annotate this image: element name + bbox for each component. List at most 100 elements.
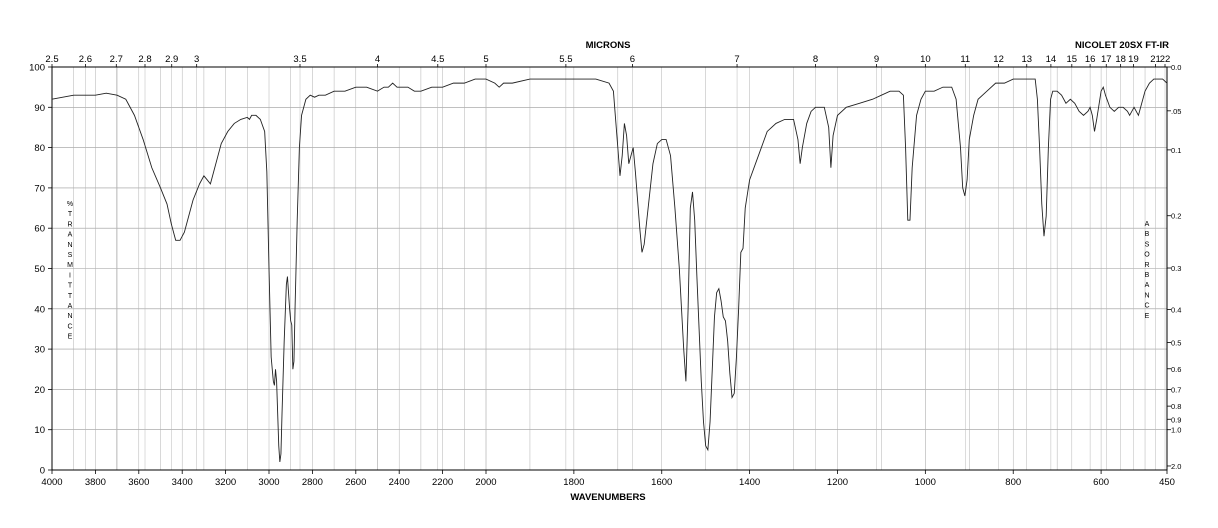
y-tick-label: 30 xyxy=(34,345,45,356)
absorbance-tick-label: 0.2 xyxy=(1171,212,1181,221)
micron-tick-label: 2.8 xyxy=(138,54,151,65)
micron-tick-label: 15 xyxy=(1067,54,1078,65)
absorbance-tick-label: 0.0 xyxy=(1171,63,1181,72)
y-tick-label: 70 xyxy=(34,183,45,194)
micron-tick-label: 21 xyxy=(1150,54,1161,65)
micron-tick-label: 2.9 xyxy=(165,54,178,65)
absorbance-tick-label: 0.8 xyxy=(1171,402,1181,411)
micron-tick-label: 5 xyxy=(483,54,488,65)
y-tick-label: 40 xyxy=(34,304,45,315)
axis-title-letter: A xyxy=(68,303,73,310)
x-tick-label: 1600 xyxy=(651,477,672,488)
x-tick-label: 3000 xyxy=(258,477,279,488)
micron-tick-label: 7 xyxy=(734,54,739,65)
x-tick-label: 800 xyxy=(1005,477,1021,488)
micron-tick-label: 13 xyxy=(1021,54,1032,65)
axis-title-letter: % xyxy=(67,201,73,208)
micron-tick-label: 10 xyxy=(920,54,931,65)
y-tick-label: 10 xyxy=(34,425,45,436)
micron-tick-label: 2.5 xyxy=(45,54,58,65)
micron-tick-label: 3.5 xyxy=(293,54,306,65)
absorbance-tick-label: 0.6 xyxy=(1171,365,1181,374)
y-tick-label: 0 xyxy=(40,466,45,477)
x-tick-label: 2000 xyxy=(475,477,496,488)
axis-title-letter: T xyxy=(68,283,73,290)
axis-title-letter: T xyxy=(68,293,73,300)
axis-title-letter: T xyxy=(68,211,73,218)
axis-title-letter: E xyxy=(1145,313,1150,320)
absorbance-tick-label: 0.7 xyxy=(1171,386,1181,395)
axis-title-letter: E xyxy=(68,334,73,341)
micron-tick-label: 2.6 xyxy=(79,54,92,65)
micron-tick-label: 12 xyxy=(993,54,1004,65)
absorbance-tick-label: 1.0 xyxy=(1171,426,1181,435)
micron-tick-label: 4.5 xyxy=(431,54,444,65)
x-tick-label: 1000 xyxy=(915,477,936,488)
x-tick-label: 450 xyxy=(1159,477,1175,488)
axis-title-letter: A xyxy=(1145,221,1150,228)
absorbance-tick-label: 0.4 xyxy=(1171,306,1181,315)
axis-title-letter: C xyxy=(67,323,72,330)
micron-tick-label: 4 xyxy=(375,54,380,65)
micron-tick-label: 17 xyxy=(1101,54,1112,65)
y-tick-label: 80 xyxy=(34,143,45,154)
axis-title-letter: N xyxy=(67,313,72,320)
axis-title-letter: S xyxy=(68,252,73,259)
axis-title-letter: N xyxy=(67,242,72,249)
x-tick-label: 3200 xyxy=(215,477,236,488)
micron-tick-label: 14 xyxy=(1046,54,1057,65)
x-tick-label: 2400 xyxy=(389,477,410,488)
x-tick-label: 3400 xyxy=(172,477,193,488)
axis-title-letter: A xyxy=(68,232,73,239)
x-tick-label: 4000 xyxy=(41,477,62,488)
y-tick-label: 20 xyxy=(34,385,45,396)
axis-title-letter: S xyxy=(1145,241,1150,248)
micron-tick-label: 18 xyxy=(1115,54,1126,65)
absorbance-tick-label: 0.1 xyxy=(1171,146,1181,155)
axis-title-letter: M xyxy=(67,262,73,269)
x-tick-label: 2200 xyxy=(432,477,453,488)
spectrum-line xyxy=(51,78,1168,463)
chart-grid xyxy=(51,66,1167,471)
axis-title-letter: N xyxy=(1144,292,1149,299)
micron-tick-label: 8 xyxy=(813,54,818,65)
micron-tick-label: 11 xyxy=(960,54,970,65)
x-tick-label: 1400 xyxy=(739,477,760,488)
x-tick-label: 1200 xyxy=(827,477,848,488)
x-tick-label: 1800 xyxy=(563,477,584,488)
x-tick-label: 600 xyxy=(1093,477,1109,488)
micron-tick-label: 5.5 xyxy=(559,54,572,65)
absorbance-tick-label: 0.3 xyxy=(1171,264,1181,273)
absorbance-tick-label: 2.0 xyxy=(1171,462,1181,471)
micron-tick-label: 9 xyxy=(874,54,879,65)
x-axis-title: WAVENUMBERS xyxy=(570,492,645,503)
instrument-title: NICOLET 20SX FT-IR xyxy=(1075,40,1169,51)
axis-title-letter: B xyxy=(1145,231,1150,238)
micron-tick-label: 16 xyxy=(1085,54,1096,65)
axis-title-letter: A xyxy=(1145,282,1150,289)
wavenumber-axis: 4000 3800 3600 3400 3200 3000 2800 2600 2400 2200… xyxy=(41,470,1175,488)
micron-tick-label: 6 xyxy=(630,54,635,65)
axis-title-letter: R xyxy=(67,221,72,228)
y-tick-label: 90 xyxy=(34,103,45,114)
axis-title-letter: R xyxy=(1144,262,1149,269)
axis-title-letter: B xyxy=(1145,272,1150,279)
absorbance-axis: 0.0 .05 0.1 0.2 0.3 0.4 0.5 0.6 0.7 0.8 0.9 1.0 2.0 xyxy=(1167,63,1181,471)
x-tick-label: 2800 xyxy=(302,477,323,488)
micron-tick-label: 22 xyxy=(1160,54,1171,65)
y-tick-label: 100 xyxy=(29,63,45,74)
y-tick-label: 50 xyxy=(34,264,45,275)
x-tick-label: 3800 xyxy=(85,477,106,488)
x-tick-label: 3600 xyxy=(128,477,149,488)
micron-tick-label: 19 xyxy=(1128,54,1139,65)
micron-tick-label: 2.7 xyxy=(110,54,123,65)
absorbance-tick-label: 0.9 xyxy=(1171,415,1181,424)
y-tick-label: 60 xyxy=(34,224,45,235)
x-tick-label: 2600 xyxy=(345,477,366,488)
transmittance-axis: 0 10 20 30 40 50 60 70 80 90 100 xyxy=(29,63,52,477)
axis-title-letter: I xyxy=(69,272,71,279)
absorbance-tick-label: 0.5 xyxy=(1171,339,1181,348)
